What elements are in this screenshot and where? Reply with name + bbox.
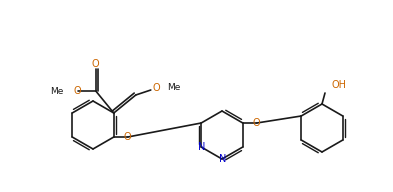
Text: N: N: [219, 154, 227, 164]
Text: O: O: [253, 118, 261, 128]
Text: O: O: [153, 83, 160, 93]
Text: O: O: [74, 86, 82, 96]
Text: O: O: [92, 59, 99, 69]
Text: O: O: [124, 132, 132, 142]
Text: Me: Me: [167, 84, 180, 93]
Text: N: N: [198, 142, 205, 152]
Text: OH: OH: [332, 80, 347, 90]
Text: Me: Me: [50, 87, 64, 95]
